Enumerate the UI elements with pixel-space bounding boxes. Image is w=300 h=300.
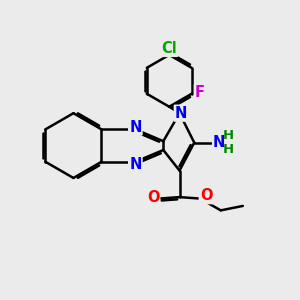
Text: O: O [200, 188, 212, 203]
Text: N: N [213, 135, 226, 150]
Text: N: N [129, 119, 142, 134]
Text: O: O [147, 190, 159, 205]
Text: N: N [175, 106, 187, 121]
Text: Cl: Cl [161, 41, 177, 56]
Text: F: F [195, 85, 205, 100]
Text: H: H [223, 129, 234, 142]
Text: N: N [129, 157, 142, 172]
Text: H: H [223, 143, 234, 157]
